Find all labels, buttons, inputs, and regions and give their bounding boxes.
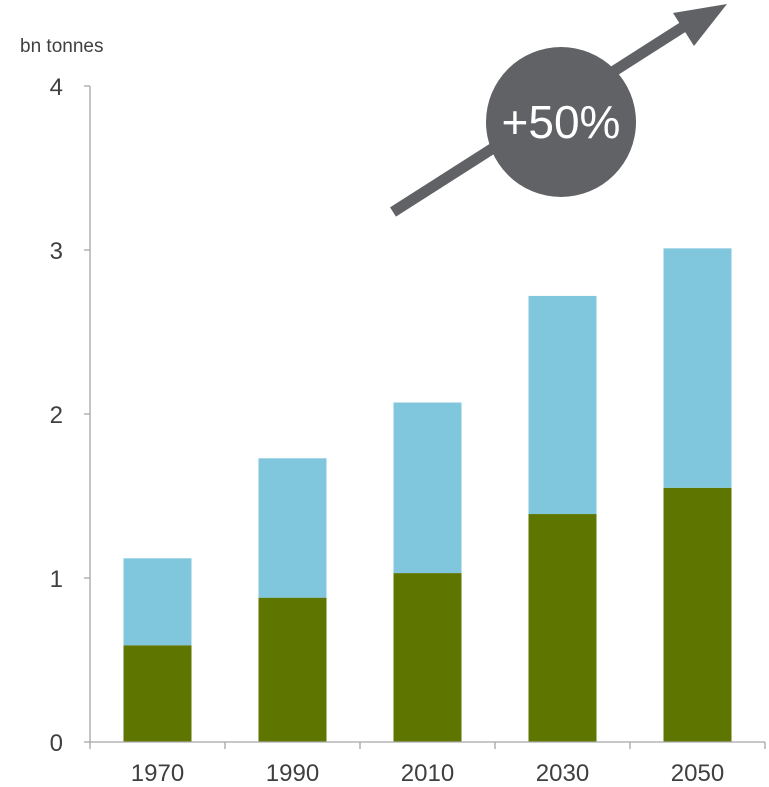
y-tick-label: 4: [50, 74, 63, 101]
x-tick-label: 1970: [131, 760, 184, 787]
x-tick-label: 1990: [266, 760, 319, 787]
bar-segment-2010-2: [393, 402, 462, 574]
x-tick-label: 2010: [401, 760, 454, 787]
arrow-up-right-icon: [673, 4, 727, 46]
y-tick-label: 1: [50, 566, 63, 593]
y-axis-unit-label: bn tonnes: [20, 36, 103, 57]
growth-badge: [486, 47, 636, 197]
growth-annotation: +50%: [390, 4, 727, 217]
x-tick-label: 2050: [671, 760, 724, 787]
x-axis: 1970 1990 2010 2030 2050: [89, 741, 766, 787]
y-tick-label: 3: [50, 238, 63, 265]
y-tick-label: 2: [50, 402, 63, 429]
bar-segment-1990-2: [258, 458, 327, 598]
bar-segment-1990-1: [258, 597, 327, 742]
bar-segment-2050-2: [663, 248, 732, 488]
bar-segment-1970-1: [123, 645, 192, 742]
growth-badge-label: +50%: [502, 96, 621, 148]
y-axis: 0 1 2 3 4: [50, 74, 91, 757]
bar-segment-2010-1: [393, 573, 462, 742]
bar-segment-2030-2: [528, 295, 597, 515]
bar-segment-2030-1: [528, 514, 597, 742]
bar-segment-1970-2: [123, 558, 192, 646]
y-tick-label: 0: [50, 730, 63, 757]
x-tick-label: 2030: [536, 760, 589, 787]
bars: [123, 248, 732, 742]
bar-segment-2050-1: [663, 487, 732, 742]
